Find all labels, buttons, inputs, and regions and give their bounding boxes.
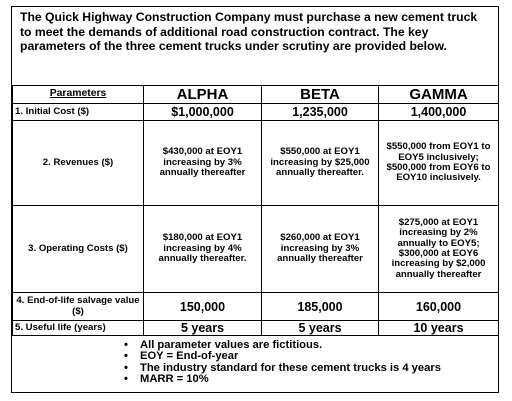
note-item: The industry standard for these cement t… [124,362,484,374]
alpha-salvage-value: 150,000 [143,292,262,321]
header-parameters: Parameters [12,85,144,104]
header-beta: BETA [261,85,379,104]
gamma-useful-life: 10 years [378,320,499,336]
table-row-revenues: 2. Revenues ($) $430,000 at EOY1 increas… [12,120,499,206]
beta-salvage-value: 185,000 [261,292,379,321]
alpha-revenues: $430,000 at EOY1 increasing by 3% annual… [143,120,262,206]
row-label-operating-costs: 3. Operating Costs ($) [12,205,144,293]
table-row-initial-cost: 1. Initial Cost ($) $1,000,000 1,235,000… [12,103,499,121]
note-item: EOY = End-of-year [124,350,484,362]
parameters-table: Parameters ALPHA BETA GAMMA 1. Initial C… [12,85,499,336]
alpha-operating-costs: $180,000 at EOY1 increasing by 4% annual… [143,205,262,293]
row-label-initial-cost: 1. Initial Cost ($) [12,103,144,121]
row-label-revenues: 2. Revenues ($) [12,120,144,206]
row-label-salvage-value: 4. End-of-life salvage value ($) [12,292,144,321]
alpha-useful-life: 5 years [143,320,262,336]
row-label-useful-life: 5. Useful life (years) [12,320,144,336]
beta-operating-costs: $260,000 at EOY1 increasing by 3% annual… [261,205,379,293]
problem-frame: The Quick Highway Construction Company m… [11,6,499,393]
alpha-initial-cost: $1,000,000 [143,103,262,121]
gamma-operating-costs: $275,000 at EOY1 increasing by 2% annual… [378,205,499,293]
gamma-initial-cost: 1,400,000 [378,103,499,121]
notes-list: All parameter values are fictitious. EOY… [124,339,484,385]
table-row-useful-life: 5. Useful life (years) 5 years 5 years 1… [12,320,499,336]
table-row-salvage-value: 4. End-of-life salvage value ($) 150,000… [12,292,499,321]
beta-useful-life: 5 years [261,320,379,336]
header-alpha: ALPHA [143,85,262,104]
header-gamma: GAMMA [378,85,499,104]
table-header-row: Parameters ALPHA BETA GAMMA [12,85,499,104]
problem-intro: The Quick Highway Construction Company m… [20,10,478,53]
note-item: All parameter values are fictitious. [124,339,484,351]
beta-revenues: $550,000 at EOY1 increasing by $25,000 a… [261,120,379,206]
note-item: MARR = 10% [124,373,484,385]
table-row-operating-costs: 3. Operating Costs ($) $180,000 at EOY1 … [12,205,499,293]
beta-initial-cost: 1,235,000 [261,103,379,121]
gamma-revenues: $550,000 from EOY1 to EOY5 inclusively; … [378,120,499,206]
gamma-salvage-value: 160,000 [378,292,499,321]
